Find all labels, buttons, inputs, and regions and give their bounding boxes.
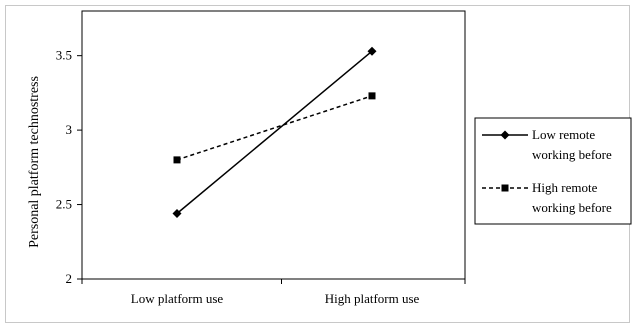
y-tick-label: 2 — [66, 271, 73, 286]
data-point-square — [368, 92, 376, 100]
x-axis: Low platform use High platform use — [81, 279, 466, 306]
y-tick-label: 2.5 — [56, 197, 72, 212]
x-tick-label: High platform use — [325, 291, 420, 306]
y-tick-label: 3.5 — [56, 48, 72, 63]
series-layer — [172, 46, 377, 218]
legend-label-line-2: working before — [532, 147, 612, 162]
x-tick-label: Low platform use — [131, 291, 224, 306]
series-line-1 — [176, 50, 373, 215]
legend-marker-diamond — [500, 130, 510, 140]
plot-area — [81, 10, 466, 280]
y-tick-label: 3 — [66, 122, 73, 137]
legend-marker-square — [501, 184, 509, 192]
data-point-square — [173, 156, 181, 164]
data-point-diamond — [172, 208, 182, 218]
legend: Low remote working before High remote worki… — [474, 117, 632, 225]
legend-label-line-1: Low remote — [532, 127, 595, 142]
y-axis-title: Personal platform technostress — [27, 76, 42, 248]
series-line-2 — [176, 95, 373, 161]
y-axis: 2 2.5 3 3.5 — [56, 48, 82, 286]
legend-label-line-1: High remote — [532, 180, 598, 195]
legend-label-line-2: working before — [532, 200, 612, 215]
data-point-diamond — [367, 46, 377, 56]
